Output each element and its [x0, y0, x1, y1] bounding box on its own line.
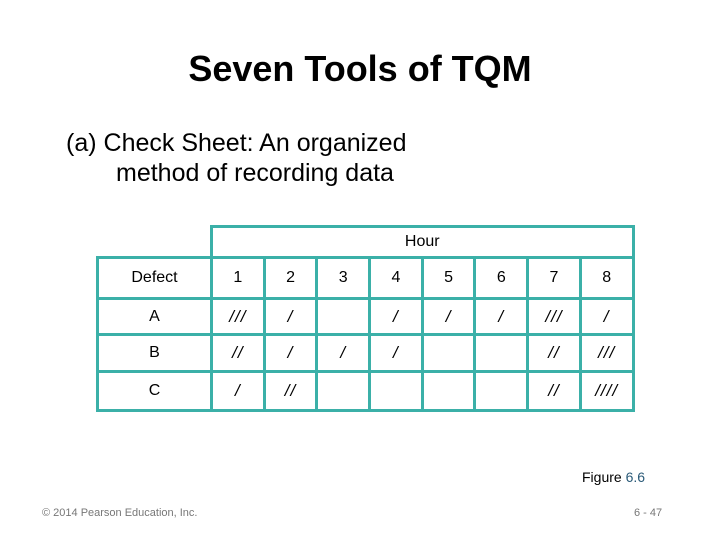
- tally-cell: //: [210, 333, 266, 373]
- subtitle-label: (a): [66, 129, 97, 157]
- subtitle: (a) Check Sheet: An organized method of …: [66, 128, 407, 188]
- tally-cell: [368, 370, 424, 412]
- tally-cell: [315, 370, 372, 412]
- tally-cell: [473, 333, 530, 373]
- hour-4-header: 4: [368, 256, 424, 300]
- tally-cell: ///: [526, 297, 582, 336]
- tally-cell: [315, 297, 372, 336]
- page-number: 6 - 47: [634, 507, 663, 519]
- hour-7-header: 7: [526, 256, 582, 300]
- figure-caption: Figure 6.6: [582, 469, 646, 485]
- defect-header: Defect: [96, 256, 213, 300]
- tally-cell: ///: [210, 297, 266, 336]
- tally-cell: /: [473, 297, 530, 336]
- tally-cell: //: [262, 370, 319, 412]
- tally-cell: /: [262, 333, 319, 373]
- subtitle-line1: Check Sheet: An organized: [103, 129, 407, 157]
- copyright: © 2014 Pearson Education, Inc.: [42, 507, 198, 519]
- tally-cell: /: [578, 297, 635, 336]
- hour-5-header: 5: [420, 256, 477, 300]
- tally-cell: //: [526, 333, 582, 373]
- tally-cell: [420, 370, 477, 412]
- tally-cell: [473, 370, 530, 412]
- hour-8-header: 8: [578, 256, 635, 300]
- tally-cell: ////: [578, 370, 635, 412]
- tally-cell: [420, 333, 477, 373]
- tally-cell: /: [315, 333, 372, 373]
- hour-header: Hour: [210, 225, 635, 259]
- tally-cell: ///: [578, 333, 635, 373]
- hour-1-header: 1: [210, 256, 266, 300]
- hour-3-header: 3: [315, 256, 372, 300]
- tally-cell: /: [368, 333, 424, 373]
- defect-label: C: [96, 370, 213, 412]
- table-row: B/// / //////: [96, 333, 635, 373]
- tally-cell: //: [526, 370, 582, 412]
- subtitle-line2: method of recording data: [116, 159, 394, 187]
- defect-label: A: [96, 297, 213, 336]
- table-row: A//// / / /////: [96, 297, 635, 336]
- slide-title: Seven Tools of TQM: [188, 48, 532, 89]
- tally-cell: /: [262, 297, 319, 336]
- tally-cell: /: [420, 297, 477, 336]
- hour-6-header: 6: [473, 256, 530, 300]
- table-row: C /////////: [96, 370, 635, 412]
- tally-cell: /: [368, 297, 424, 336]
- hour-2-header: 2: [262, 256, 319, 300]
- defect-label: B: [96, 333, 213, 373]
- tally-cell: /: [210, 370, 266, 412]
